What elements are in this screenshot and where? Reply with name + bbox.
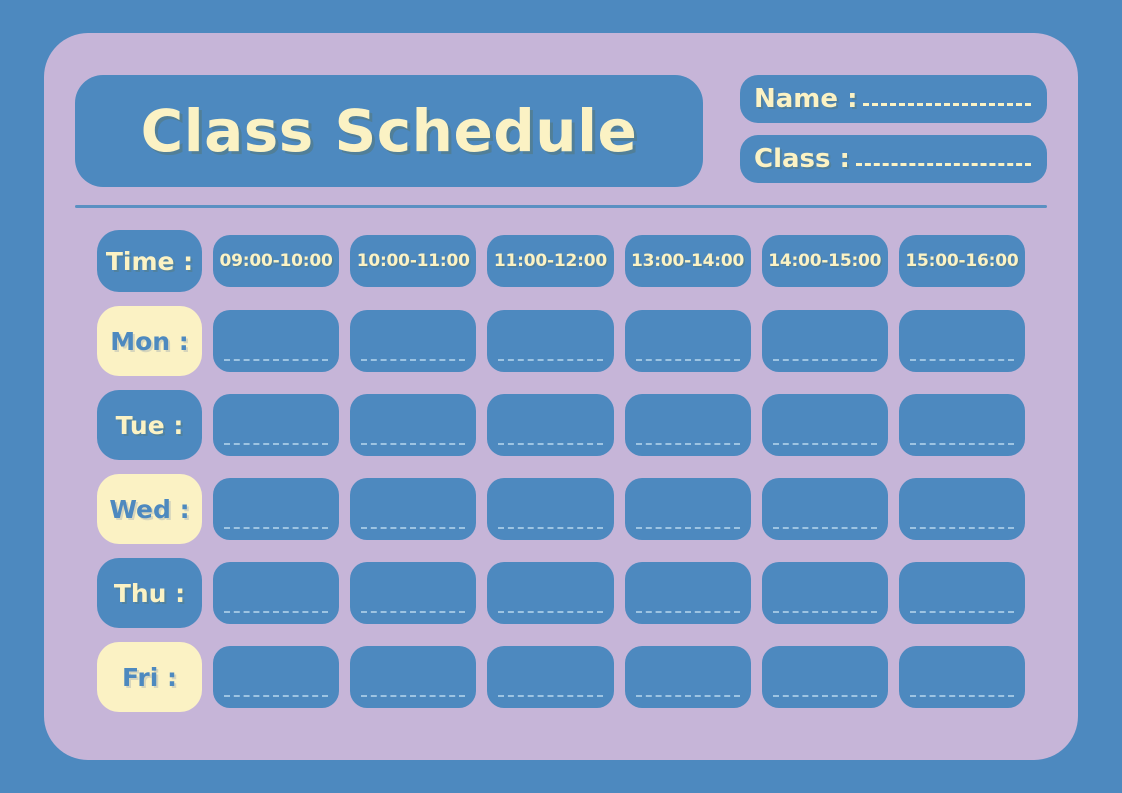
schedule-cell[interactable] (898, 310, 1026, 372)
schedule-cell[interactable] (350, 562, 477, 624)
name-field-label: Name : (754, 84, 858, 114)
class-field-input[interactable] (855, 150, 1033, 168)
schedule-cell[interactable] (624, 310, 751, 372)
time-slot-header: 09:00-10:00 (213, 235, 340, 287)
schedule-cell[interactable] (624, 478, 751, 540)
time-slot-header: 14:00-15:00 (761, 235, 888, 287)
schedule-cell[interactable] (213, 562, 340, 624)
schedule-cell[interactable] (624, 646, 751, 708)
schedule-cell[interactable] (213, 394, 340, 456)
day-label-wed: Wed : (97, 474, 202, 544)
day-label-thu: Thu : (97, 558, 202, 628)
schedule-cell[interactable] (898, 394, 1026, 456)
schedule-cell[interactable] (487, 646, 614, 708)
schedule-cell[interactable] (350, 646, 477, 708)
time-slot-header: 11:00-12:00 (487, 235, 614, 287)
schedule-cell[interactable] (213, 310, 340, 372)
schedule-cell[interactable] (350, 478, 477, 540)
schedule-row-mon: Mon : (97, 306, 1026, 376)
time-corner-label: Time : (97, 230, 202, 292)
schedule-cell[interactable] (898, 478, 1026, 540)
schedule-cell[interactable] (898, 562, 1026, 624)
schedule-card: Class Schedule Name : Class : Time : 09:… (44, 33, 1078, 760)
day-label-fri: Fri : (97, 642, 202, 712)
header-divider (75, 205, 1047, 208)
schedule-cell[interactable] (350, 394, 477, 456)
title-banner: Class Schedule (75, 75, 703, 187)
meta-fields: Name : Class : (740, 75, 1047, 183)
schedule-cell[interactable] (350, 310, 477, 372)
schedule-row-tue: Tue : (97, 390, 1026, 460)
schedule-cell[interactable] (761, 394, 888, 456)
day-label-tue: Tue : (97, 390, 202, 460)
schedule-cell[interactable] (487, 394, 614, 456)
schedule-cell[interactable] (624, 394, 751, 456)
name-field-row[interactable]: Name : (740, 75, 1047, 123)
schedule-row-fri: Fri : (97, 642, 1026, 712)
schedule-cell[interactable] (761, 478, 888, 540)
schedule-cell[interactable] (761, 310, 888, 372)
time-slot-header: 13:00-14:00 (624, 235, 751, 287)
schedule-cell[interactable] (761, 562, 888, 624)
schedule-cell[interactable] (761, 646, 888, 708)
schedule-row-thu: Thu : (97, 558, 1026, 628)
schedule-cell[interactable] (898, 646, 1026, 708)
schedule-cell[interactable] (487, 478, 614, 540)
schedule-cell[interactable] (487, 562, 614, 624)
time-header-row: Time : 09:00-10:00 10:00-11:00 11:00-12:… (97, 230, 1026, 292)
schedule-header: Class Schedule Name : Class : (75, 75, 1047, 195)
schedule-cell[interactable] (624, 562, 751, 624)
time-slot-header: 10:00-11:00 (350, 235, 477, 287)
schedule-cell[interactable] (213, 646, 340, 708)
schedule-cell[interactable] (213, 478, 340, 540)
schedule-grid: Time : 09:00-10:00 10:00-11:00 11:00-12:… (97, 230, 1026, 712)
day-label-mon: Mon : (97, 306, 202, 376)
class-field-label: Class : (754, 144, 850, 174)
class-field-row[interactable]: Class : (740, 135, 1047, 183)
time-slot-header: 15:00-16:00 (898, 235, 1026, 287)
name-field-input[interactable] (863, 90, 1033, 108)
schedule-cell[interactable] (487, 310, 614, 372)
schedule-row-wed: Wed : (97, 474, 1026, 544)
page-title: Class Schedule (140, 97, 638, 165)
